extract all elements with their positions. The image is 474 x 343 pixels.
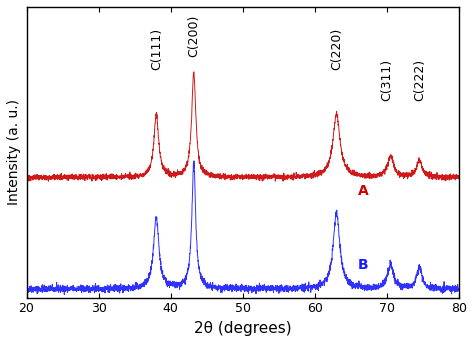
Text: C(200): C(200) [187, 14, 200, 57]
Text: B: B [358, 258, 369, 272]
Y-axis label: Intensity (a. u.): Intensity (a. u.) [7, 99, 21, 205]
Text: C(111): C(111) [150, 28, 163, 70]
Text: A: A [358, 184, 369, 198]
Text: C(311): C(311) [381, 59, 393, 101]
X-axis label: 2θ (degrees): 2θ (degrees) [194, 321, 292, 336]
Text: C(220): C(220) [330, 28, 343, 70]
Text: C(222): C(222) [413, 59, 426, 101]
